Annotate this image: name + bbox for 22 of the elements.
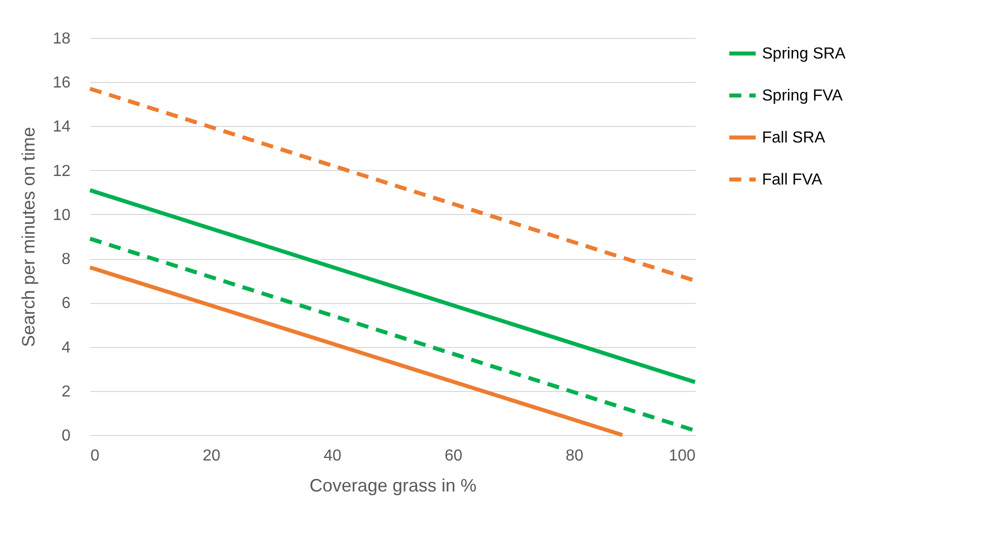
legend-label: Spring FVA [762,88,843,104]
y-tick-label: 6 [62,295,71,312]
legend-label: Fall FVA [762,172,822,188]
y-axis-title: Search per minutes on time [18,126,39,348]
y-tick-label: 18 [52,30,71,48]
x-tick-label: 0 [90,448,100,464]
x-tick-label: 100 [668,448,696,464]
x-axis-title: Coverage grass in % [309,476,477,496]
legend-label: Spring SRA [762,46,846,62]
y-tick-label: 10 [52,206,71,224]
y-tick-label: 2 [62,383,71,400]
x-tick-label: 40 [324,448,342,464]
y-tick-label: 4 [62,339,71,356]
y-tick-label: 8 [62,251,71,268]
y-tick-label: 0 [62,428,71,444]
y-tick-label: 14 [52,118,71,136]
y-tick-label: 12 [52,162,71,180]
y-tick-label: 16 [52,74,71,92]
x-tick-label: 80 [566,448,584,464]
x-tick-label: 60 [444,448,462,464]
x-tick-label: 20 [202,448,220,464]
legend-label: Fall SRA [762,130,826,146]
